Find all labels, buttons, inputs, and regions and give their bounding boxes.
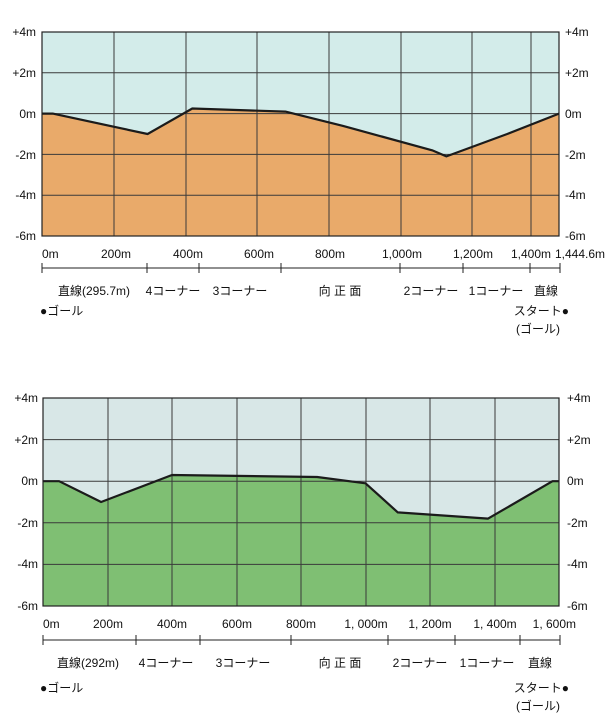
segment-label: 1コーナー	[460, 656, 515, 670]
x-tick: 1,000m	[382, 247, 422, 261]
y-tick-right: -6m	[565, 229, 586, 243]
profile-line-2	[43, 473, 559, 520]
y-tick-right: +4m	[567, 391, 591, 405]
x-tick: 600m	[222, 617, 252, 631]
x-tick: 200m	[93, 617, 123, 631]
start-label: スタート●	[514, 681, 569, 695]
x-tick: 1, 400m	[473, 617, 516, 631]
segment-label: 4コーナー	[146, 284, 201, 298]
y-tick-left: -6m	[15, 229, 36, 243]
x-tick: 1, 200m	[408, 617, 451, 631]
y-tick-right: -4m	[567, 557, 588, 571]
x-tick: 800m	[286, 617, 316, 631]
x-tick: 800m	[315, 247, 345, 261]
frame-1	[41, 31, 560, 237]
y-tick-left: 0m	[21, 474, 38, 488]
goal-label: ●ゴール	[40, 680, 83, 695]
segment-label: 2コーナー	[393, 656, 448, 670]
y-tick-left: -2m	[17, 516, 38, 530]
segment-ruler-2	[42, 635, 561, 645]
y-tick-right: +2m	[567, 433, 591, 447]
ground-area-1	[42, 108, 559, 236]
x-tick: 200m	[101, 247, 131, 261]
y-tick-left: -4m	[17, 557, 38, 571]
profile-chart-1: +4m +2m 0m -2m -4m -6m +4m +2m 0m -2m -4…	[12, 25, 605, 336]
y-tick-left: +4m	[14, 391, 38, 405]
y-tick-right: +2m	[565, 66, 589, 80]
segment-label: 3コーナー	[213, 284, 268, 298]
x-tick: 1,400m	[511, 247, 551, 261]
y-tick-right: -2m	[567, 516, 588, 530]
y-tick-left: +2m	[12, 66, 36, 80]
segment-label: 向 正 面	[319, 283, 362, 298]
start-label: スタート●	[514, 304, 569, 318]
y-tick-right: 0m	[565, 107, 582, 121]
x-tick: 1,444.6m	[555, 247, 605, 261]
segment-label: 2コーナー	[404, 284, 459, 298]
y-tick-left: +4m	[12, 25, 36, 39]
profile-line-1	[42, 107, 560, 158]
y-tick-left: -4m	[15, 188, 36, 202]
y-tick-right: -2m	[565, 148, 586, 162]
x-tick: 1, 600m	[533, 617, 576, 631]
segment-label: 直線(292m)	[57, 655, 119, 670]
segment-label: 4コーナー	[139, 656, 194, 670]
start-sub-label: (ゴール)	[516, 698, 560, 713]
x-tick: 400m	[173, 247, 203, 261]
segment-label: 1コーナー	[469, 284, 524, 298]
y-tick-right: -4m	[565, 188, 586, 202]
start-sub-label: (ゴール)	[516, 321, 560, 336]
segment-label: 直線	[534, 283, 558, 298]
frame-2	[42, 397, 560, 607]
x-tick: 1,200m	[453, 247, 493, 261]
goal-label: ●ゴール	[40, 303, 83, 318]
y-tick-right: 0m	[567, 474, 584, 488]
y-tick-right: +4m	[565, 25, 589, 39]
profile-chart-2: +4m +2m 0m -2m -4m -6m +4m +2m 0m -2m -4…	[14, 391, 590, 713]
x-tick: 1, 000m	[344, 617, 387, 631]
x-tick: 0m	[42, 247, 59, 261]
x-tick: 400m	[157, 617, 187, 631]
segment-label: 3コーナー	[216, 656, 271, 670]
segment-label: 直線	[528, 655, 552, 670]
y-tick-left: 0m	[19, 107, 36, 121]
segment-label: 向 正 面	[319, 655, 362, 670]
y-tick-right: -6m	[567, 599, 588, 613]
segment-label: 直線(295.7m)	[58, 283, 130, 298]
y-tick-left: +2m	[14, 433, 38, 447]
y-tick-left: -2m	[15, 148, 36, 162]
segment-ruler-1	[41, 263, 561, 273]
x-tick: 0m	[43, 617, 60, 631]
y-tick-left: -6m	[17, 599, 38, 613]
x-tick: 600m	[244, 247, 274, 261]
